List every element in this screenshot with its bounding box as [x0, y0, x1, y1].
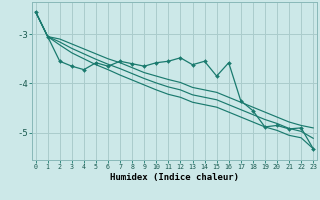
X-axis label: Humidex (Indice chaleur): Humidex (Indice chaleur) — [110, 173, 239, 182]
